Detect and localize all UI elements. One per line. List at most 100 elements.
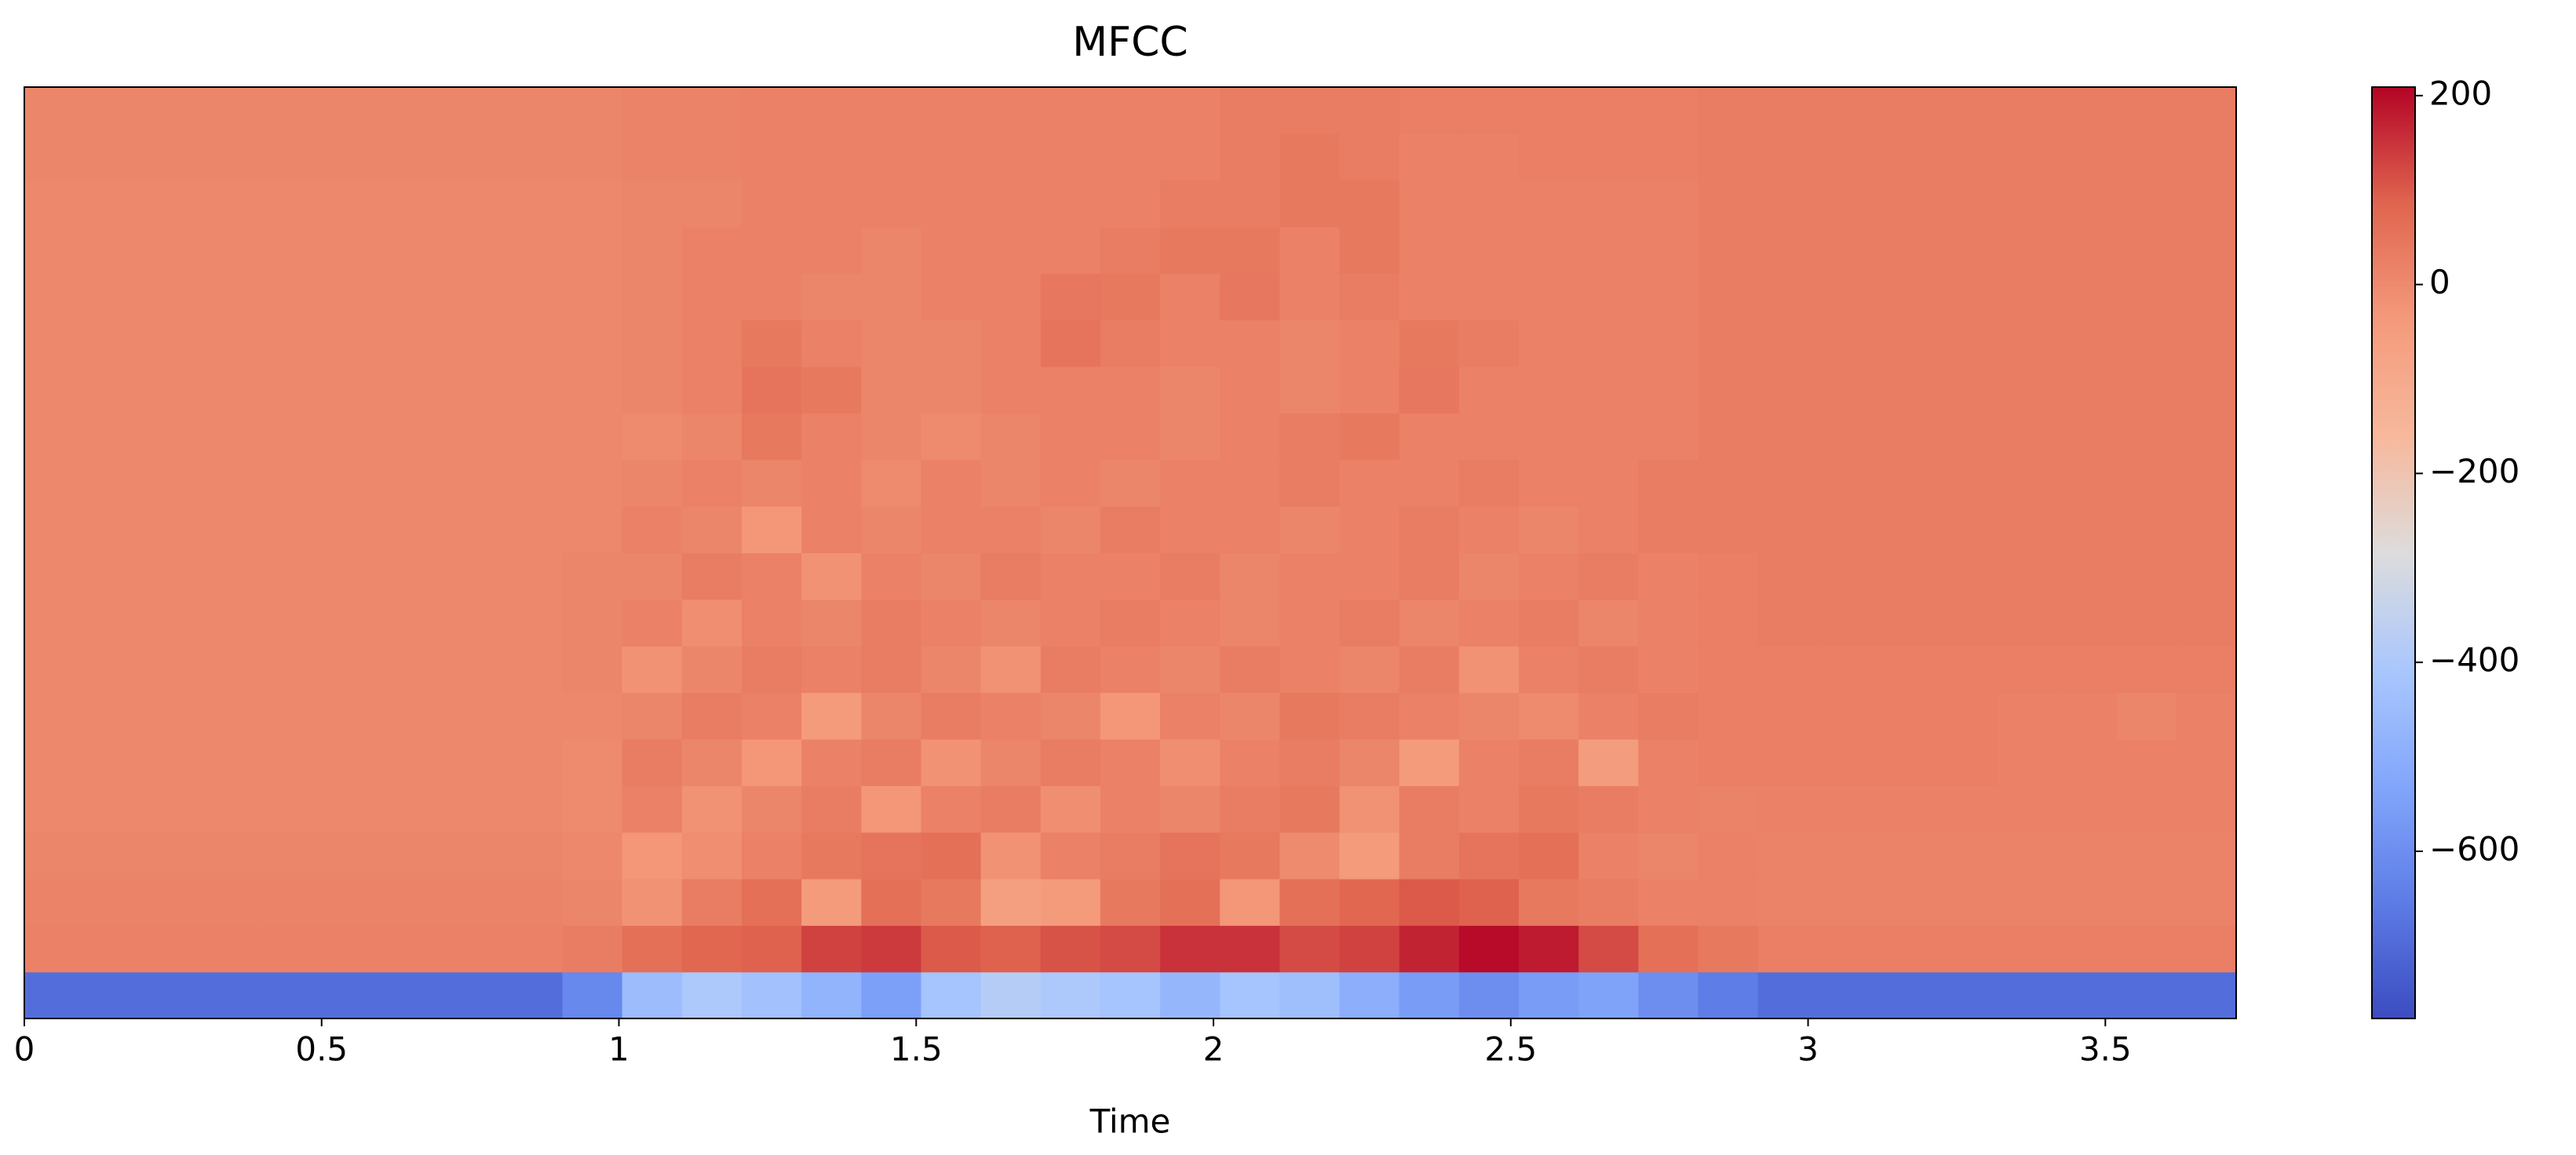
heatmap-cell	[24, 552, 85, 600]
heatmap-cell	[2176, 459, 2237, 507]
heatmap-cell	[1638, 785, 1699, 833]
heatmap-cell	[861, 227, 922, 274]
heatmap-cell	[861, 413, 922, 461]
heatmap-cell	[382, 599, 443, 647]
x-tick-label: 3	[1797, 1030, 1819, 1069]
heatmap-cell	[84, 366, 144, 414]
heatmap-cell	[2116, 552, 2177, 600]
heatmap-cell	[1279, 599, 1341, 647]
heatmap-cell	[1937, 738, 1998, 786]
heatmap-cell	[562, 785, 623, 833]
heatmap-cell	[203, 180, 265, 228]
heatmap-cell	[622, 87, 683, 134]
heatmap-cell	[1877, 599, 1938, 647]
heatmap-cell	[1040, 87, 1101, 134]
heatmap-cell	[1220, 925, 1281, 973]
heatmap-cell	[681, 646, 743, 694]
heatmap-cell	[980, 971, 1042, 1019]
heatmap-cell	[1937, 227, 1998, 274]
heatmap-cell	[980, 785, 1042, 833]
heatmap-cell	[861, 878, 922, 926]
heatmap-cell	[1698, 133, 1759, 181]
heatmap-cell	[203, 646, 265, 694]
heatmap-cell	[1937, 971, 1998, 1019]
heatmap-cell	[323, 785, 384, 833]
heatmap-cell	[2176, 366, 2237, 414]
heatmap-cell	[144, 180, 205, 228]
heatmap-cell	[323, 506, 384, 554]
heatmap-cell	[382, 506, 443, 554]
heatmap-cell	[1997, 180, 2058, 228]
heatmap-cell	[1519, 133, 1579, 181]
heatmap-cell	[1339, 413, 1400, 461]
heatmap-cell	[1698, 319, 1759, 367]
heatmap-cell	[2056, 227, 2118, 274]
heatmap-cell	[1399, 832, 1460, 880]
heatmap-cell	[323, 832, 384, 880]
heatmap-cell	[24, 366, 85, 414]
heatmap-cell	[1100, 506, 1161, 554]
heatmap-cell	[741, 925, 802, 973]
heatmap-cell	[921, 506, 982, 554]
heatmap-cell	[801, 180, 862, 228]
heatmap-cell	[323, 692, 384, 740]
heatmap-cell	[502, 413, 564, 461]
heatmap-cell	[1040, 413, 1101, 461]
heatmap-cell	[1220, 366, 1281, 414]
heatmap-cell	[323, 552, 384, 600]
heatmap-cell	[144, 87, 205, 134]
heatmap-cell	[1877, 319, 1938, 367]
heatmap-cell	[741, 692, 802, 740]
heatmap-cell	[1638, 832, 1699, 880]
heatmap-cell	[1638, 646, 1699, 694]
heatmap-cell	[1997, 87, 2058, 134]
heatmap-cell	[144, 366, 205, 414]
heatmap-cell	[1757, 273, 1819, 321]
heatmap-cell	[741, 459, 802, 507]
heatmap-cell	[801, 832, 862, 880]
heatmap-cell	[2056, 692, 2118, 740]
heatmap-cell	[861, 366, 922, 414]
heatmap-cell	[801, 459, 862, 507]
heatmap-cell	[861, 646, 922, 694]
heatmap-cell	[1040, 133, 1101, 181]
heatmap-cell	[1279, 227, 1341, 274]
heatmap-cell	[144, 785, 205, 833]
heatmap-cell	[1937, 506, 1998, 554]
heatmap-cell	[921, 738, 982, 786]
heatmap-cell	[1817, 273, 1878, 321]
heatmap-cell	[382, 925, 443, 973]
heatmap-cell	[1638, 273, 1699, 321]
heatmap-cell	[562, 738, 623, 786]
heatmap-cell	[921, 273, 982, 321]
heatmap-cell	[1519, 599, 1579, 647]
heatmap-cell	[921, 925, 982, 973]
heatmap-cell	[323, 738, 384, 786]
heatmap-cell	[502, 925, 564, 973]
heatmap-cell	[1399, 506, 1460, 554]
heatmap-cell	[1339, 273, 1400, 321]
heatmap-cell	[980, 506, 1042, 554]
heatmap-cell	[24, 273, 85, 321]
heatmap-cell	[1220, 227, 1281, 274]
heatmap-cell	[24, 599, 85, 647]
heatmap-cell	[622, 646, 683, 694]
heatmap-cell	[1638, 506, 1699, 554]
heatmap-cell	[861, 180, 922, 228]
heatmap-cell	[502, 646, 564, 694]
heatmap-cell	[1399, 133, 1460, 181]
heatmap-cell	[2176, 925, 2237, 973]
colorbar-tick-label: −400	[2429, 641, 2519, 680]
heatmap-cell	[144, 552, 205, 600]
heatmap-cell	[801, 227, 862, 274]
heatmap-cell	[1997, 459, 2058, 507]
heatmap-cell	[1519, 227, 1579, 274]
heatmap-cell	[801, 971, 862, 1019]
heatmap-cell	[681, 785, 743, 833]
heatmap-cell	[1100, 273, 1161, 321]
heatmap-cell	[1698, 738, 1759, 786]
heatmap-cell	[1220, 552, 1281, 600]
heatmap-cell	[1877, 366, 1938, 414]
heatmap-cell	[144, 413, 205, 461]
heatmap-cell	[1937, 785, 1998, 833]
